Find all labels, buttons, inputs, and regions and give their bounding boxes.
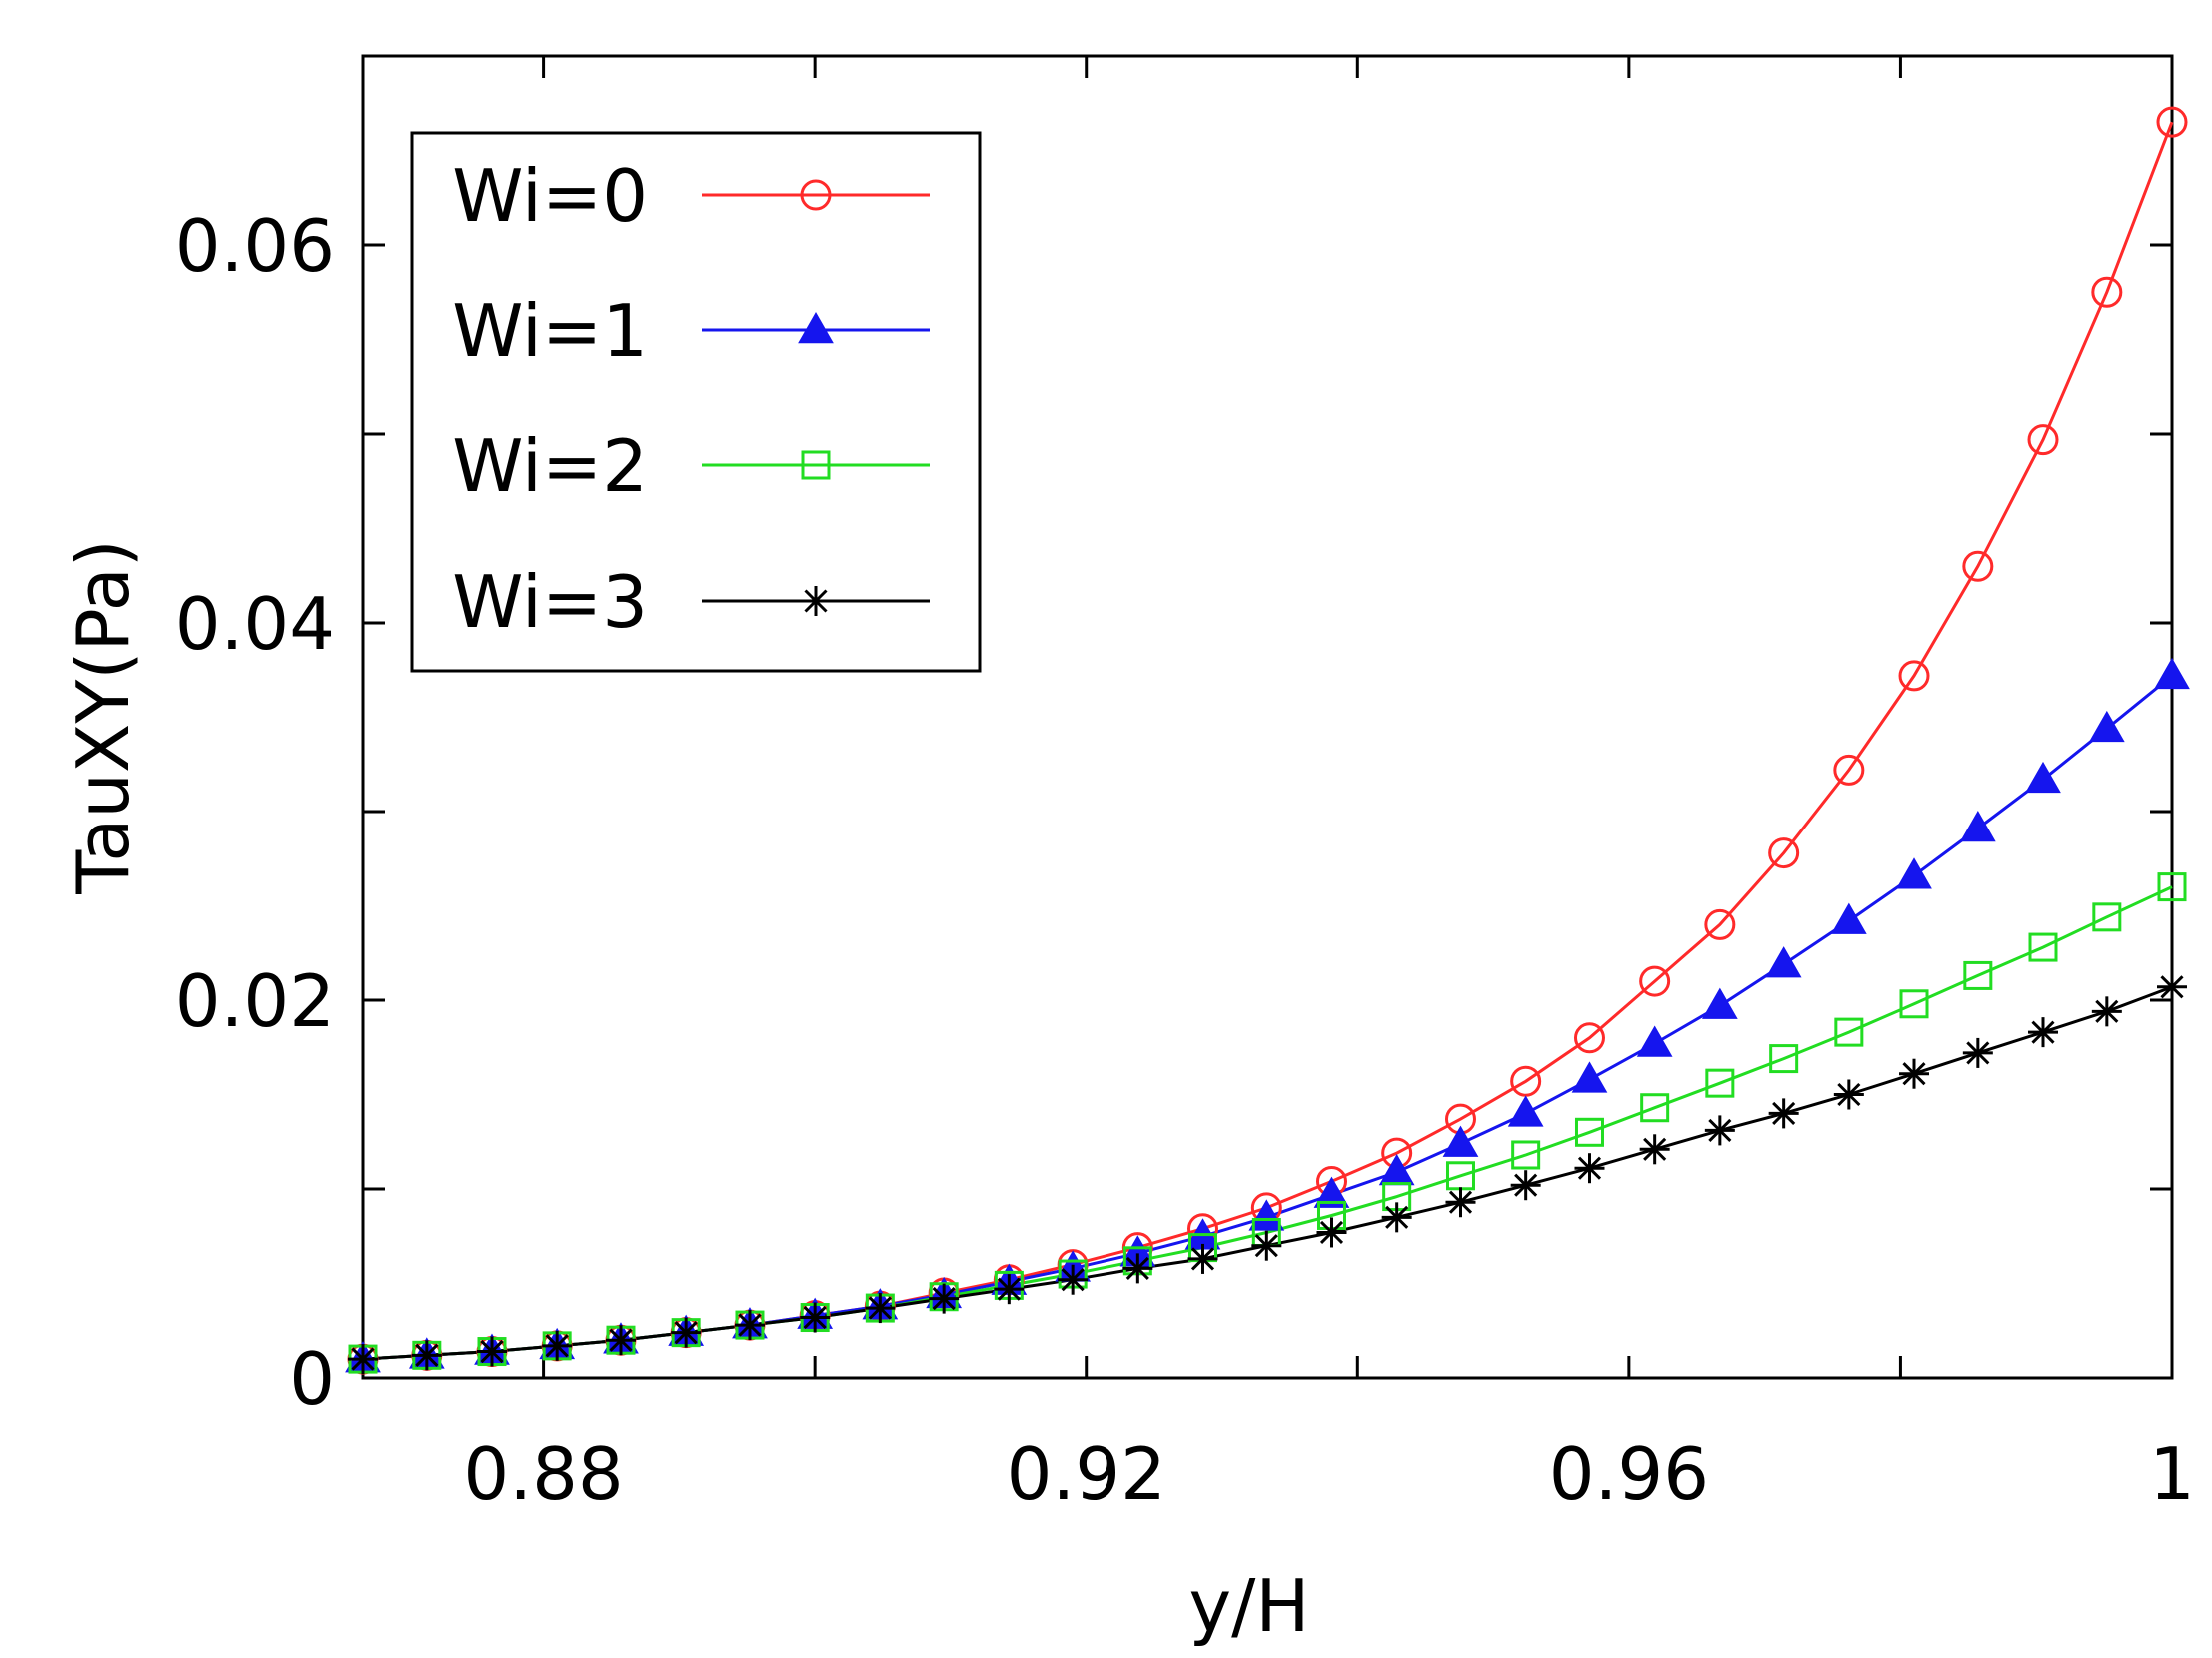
legend-marker-swatch	[800, 179, 832, 211]
data-point-wi-1	[1571, 1061, 1608, 1093]
data-point-wi-3	[1639, 1134, 1670, 1165]
data-point-wi-2	[1511, 1140, 1541, 1170]
x-tick-label: 1	[2149, 1432, 2195, 1516]
data-point-wi-3	[800, 1302, 831, 1333]
axis-ticks	[363, 56, 2174, 1380]
data-point-wi-2	[1834, 1017, 1864, 1047]
data-point-wi-1	[1765, 946, 1802, 978]
data-point-wi-3	[1899, 1058, 1930, 1089]
data-point-wi-3	[734, 1310, 765, 1341]
data-point-wi-2	[1963, 960, 1993, 990]
data-point-wi-0	[2156, 106, 2188, 138]
data-point-wi-0	[1704, 908, 1736, 940]
data-point-wi-3	[1962, 1037, 1993, 1068]
y-tick-label: 0.06	[175, 204, 335, 288]
x-tick-label: 0.96	[1549, 1432, 1709, 1516]
series-line-wi-3	[362, 985, 2173, 1361]
data-point-wi-3	[929, 1283, 960, 1314]
data-point-wi-3	[1122, 1253, 1153, 1284]
data-point-wi-2	[1705, 1068, 1735, 1098]
y-tick-labels: 0 0.02 0.04 0.06	[175, 204, 335, 1421]
legend-marker-swatch	[798, 311, 834, 344]
data-point-wi-0	[1573, 1022, 1605, 1054]
data-point-wi-3	[1768, 1098, 1799, 1129]
data-point-wi-1	[1442, 1125, 1479, 1157]
data-point-wi-3	[605, 1325, 636, 1356]
data-point-wi-1	[2025, 761, 2061, 794]
data-point-wi-3	[411, 1340, 442, 1371]
legend-entries: Wi=0 Wi=1 Wi=2 Wi=3	[452, 154, 930, 644]
data-point-wi-1	[1313, 1176, 1350, 1208]
data-point-wi-3	[1574, 1153, 1605, 1184]
data-point-wi-1	[1959, 811, 1996, 842]
data-point-wi-3	[1510, 1170, 1541, 1201]
data-point-wi-3	[1058, 1264, 1089, 1295]
data-point-wi-1	[1248, 1199, 1285, 1231]
data-point-wi-3	[1316, 1217, 1347, 1248]
data-point-wi-0	[1962, 550, 1994, 582]
data-point-wi-1	[2154, 657, 2190, 690]
x-axis-label: y/H	[1188, 1564, 1309, 1648]
data-point-wi-3	[2028, 1017, 2059, 1048]
x-tick-label: 0.88	[463, 1432, 623, 1516]
data-point-wi-3	[1445, 1187, 1476, 1218]
data-point-wi-2	[2157, 872, 2187, 902]
legend-label: Wi=0	[452, 154, 648, 238]
data-point-wi-3	[1704, 1115, 1735, 1146]
data-point-wi-0	[1898, 660, 1930, 692]
data-point-wi-1	[1636, 1025, 1673, 1057]
data-point-wi-1	[2088, 710, 2125, 743]
data-point-wi-3	[2091, 996, 2122, 1027]
data-point-wi-3	[1833, 1079, 1864, 1110]
data-point-wi-1	[1830, 902, 1867, 934]
series-line-wi-2	[362, 885, 2173, 1361]
data-point-wi-1	[1896, 857, 1932, 889]
data-point-wi-0	[2091, 276, 2123, 308]
y-tick-label: 0	[289, 1337, 335, 1421]
data-point-wi-0	[1833, 754, 1865, 786]
data-point-wi-2	[1640, 1093, 1670, 1123]
data-point-wi-3	[476, 1336, 507, 1367]
y-axis-label: TauXY(Pa)	[61, 539, 145, 895]
series-markers	[345, 106, 2190, 1375]
x-tick-label: 0.92	[1007, 1432, 1166, 1516]
data-point-wi-2	[1574, 1117, 1604, 1147]
data-point-wi-3	[1251, 1230, 1282, 1261]
data-point-wi-3	[1187, 1243, 1218, 1274]
legend-marker-swatch	[801, 586, 831, 616]
legend-box	[410, 131, 982, 673]
data-point-wi-2	[2028, 932, 2058, 962]
legend-marker-swatch	[801, 450, 831, 480]
legend-label: Wi=3	[452, 560, 648, 644]
data-point-wi-0	[1510, 1065, 1542, 1097]
data-point-wi-3	[994, 1274, 1025, 1305]
data-point-wi-0	[1768, 837, 1800, 869]
y-tick-label: 0.04	[175, 582, 335, 666]
data-point-wi-3	[348, 1344, 378, 1375]
data-point-wi-0	[1639, 965, 1671, 997]
data-point-wi-3	[865, 1293, 896, 1324]
data-point-wi-2	[2092, 902, 2122, 932]
legend-label: Wi=1	[452, 289, 648, 373]
data-point-wi-3	[1381, 1202, 1412, 1233]
legend: Wi=0 Wi=1 Wi=2 Wi=3	[410, 131, 982, 673]
data-point-wi-0	[2027, 424, 2059, 456]
data-point-wi-3	[542, 1330, 573, 1361]
data-point-wi-1	[1507, 1095, 1544, 1127]
legend-label: Wi=2	[452, 424, 648, 508]
y-tick-label: 0.02	[175, 959, 335, 1043]
data-point-wi-3	[2157, 971, 2187, 1002]
x-tick-labels: 0.88 0.92 0.96 1	[463, 1432, 2194, 1516]
data-point-wi-3	[671, 1317, 702, 1348]
data-point-wi-2	[1899, 989, 1929, 1019]
data-point-wi-1	[1701, 987, 1738, 1019]
plot-frame	[361, 54, 2174, 1380]
data-point-wi-2	[1769, 1044, 1799, 1074]
